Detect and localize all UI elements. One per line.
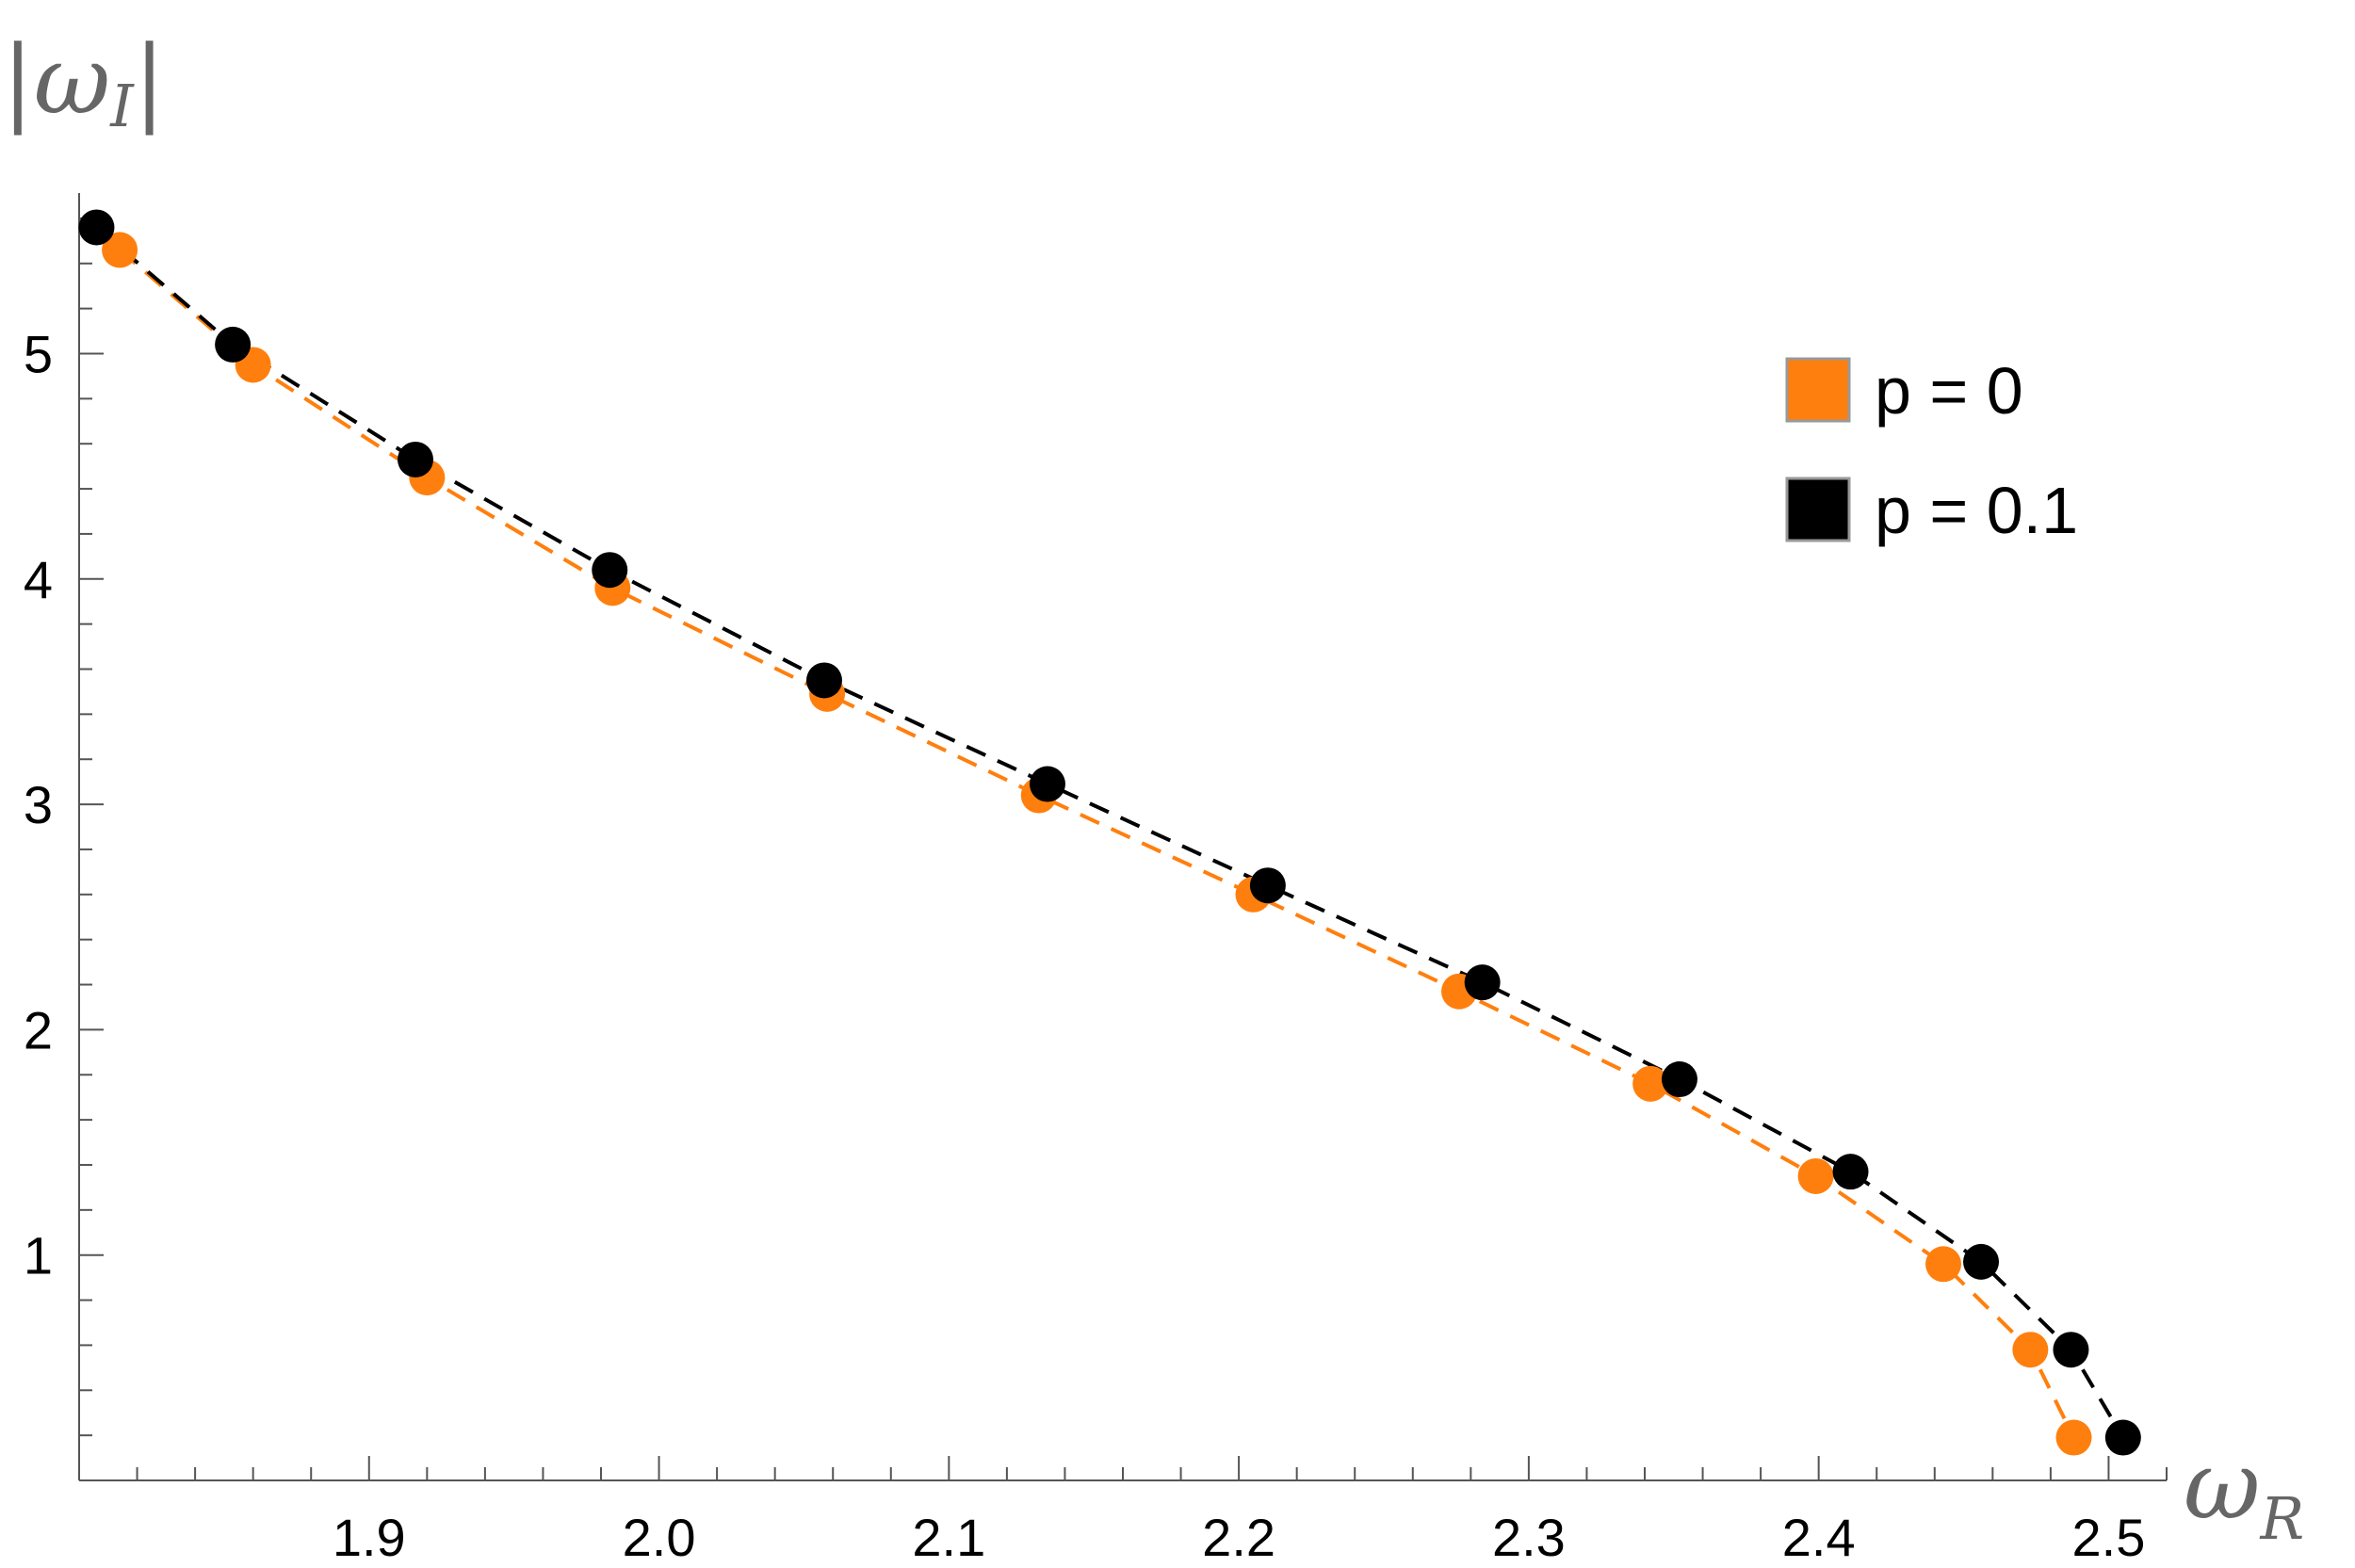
series-2-point (1464, 964, 1501, 1001)
series-1-point (1797, 1157, 1834, 1194)
legend-swatch-2 (1785, 477, 1851, 542)
x-tick-label: 2.4 (1782, 1508, 1856, 1567)
series-2-point (2104, 1419, 2141, 1456)
y-tick-label: 1 (24, 1226, 53, 1285)
y-tick-label: 3 (24, 775, 53, 834)
legend-label-2: p = 0.1 (1875, 474, 2078, 547)
x-axis-label: ωR (2184, 1431, 2304, 1553)
series-2-point (805, 662, 842, 699)
y-tick-label: 5 (24, 324, 53, 383)
x-tick-label: 2.1 (912, 1508, 985, 1567)
series-2-point (215, 326, 252, 363)
series-2-point (1661, 1061, 1697, 1098)
legend-label-1: p = 0 (1875, 354, 2023, 428)
legend: p = 0 p = 0.1 (1785, 354, 2078, 547)
series-markers (78, 209, 2141, 1456)
x-tick-label: 2.2 (1202, 1508, 1275, 1567)
series-1-point (1925, 1246, 1962, 1283)
series-2-point (398, 441, 434, 477)
series-2-point (1963, 1243, 2000, 1280)
series-1-point (102, 232, 138, 268)
series-2-point (1029, 766, 1065, 802)
y-tick-label: 4 (24, 550, 53, 609)
series-1-point (2055, 1419, 2092, 1456)
series-1-dashed-line (118, 248, 2076, 1439)
series-2-point (2053, 1332, 2089, 1368)
series-2-point (1832, 1154, 1869, 1190)
axes: 1.9 2.0 2.1 2.2 2.3 2.4 2.5 1 2 3 4 5 (24, 193, 2168, 1567)
y-tick-label: 2 (24, 1000, 53, 1059)
series-2-point (592, 552, 628, 589)
x-tick-label: 2.5 (2072, 1508, 2146, 1567)
y-axis-label: |ωI| (2, 25, 165, 140)
series-2-point (78, 209, 115, 246)
legend-swatch-1 (1785, 357, 1851, 423)
x-tick-label: 2.3 (1492, 1508, 1566, 1567)
series-1-point (2012, 1332, 2049, 1368)
series-1-point (1632, 1065, 1669, 1102)
x-tick-label: 2.0 (623, 1508, 696, 1567)
series-2-point (1249, 867, 1286, 904)
x-tick-label: 1.9 (333, 1508, 406, 1567)
